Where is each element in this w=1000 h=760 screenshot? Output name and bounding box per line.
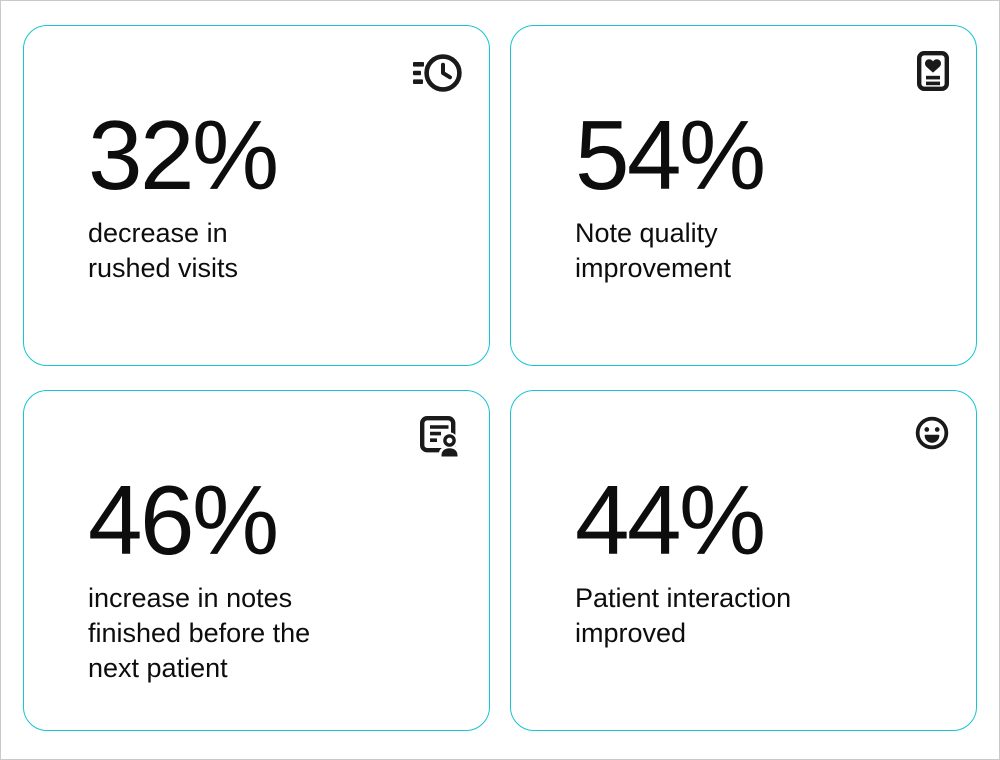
stat-value: 32% — [88, 100, 279, 210]
stat-card-rushed-visits: 32% decrease in rushed visits — [23, 25, 490, 366]
stat-card-notes-finished: 46% increase in notes finished before th… — [23, 390, 490, 731]
stat-value: 54% — [575, 100, 766, 210]
stat-value: 46% — [88, 465, 279, 575]
stat-label: increase in notes finished before the ne… — [88, 582, 311, 683]
stat-label: decrease in rushed visits — [88, 217, 239, 283]
stat-card-content: 46% increase in notes finished before th… — [24, 391, 489, 686]
smiley-face-icon — [915, 416, 949, 450]
stat-card-patient-interaction: 44% Patient interaction improved — [510, 390, 977, 731]
patient-notes-icon — [420, 416, 462, 460]
stat-card-content: 32% decrease in rushed visits — [24, 26, 489, 286]
stat-label: Patient interaction improved — [575, 582, 792, 648]
stat-card-content: 54% Note quality improvement — [511, 26, 976, 286]
stat-card-content: 44% Patient interaction improved — [511, 391, 976, 651]
stat-card-note-quality: 54% Note quality improvement — [510, 25, 977, 366]
speed-clock-icon — [413, 51, 462, 95]
stat-label: Note quality improvement — [575, 217, 732, 283]
stat-value: 44% — [575, 465, 766, 575]
health-note-icon — [917, 51, 950, 91]
